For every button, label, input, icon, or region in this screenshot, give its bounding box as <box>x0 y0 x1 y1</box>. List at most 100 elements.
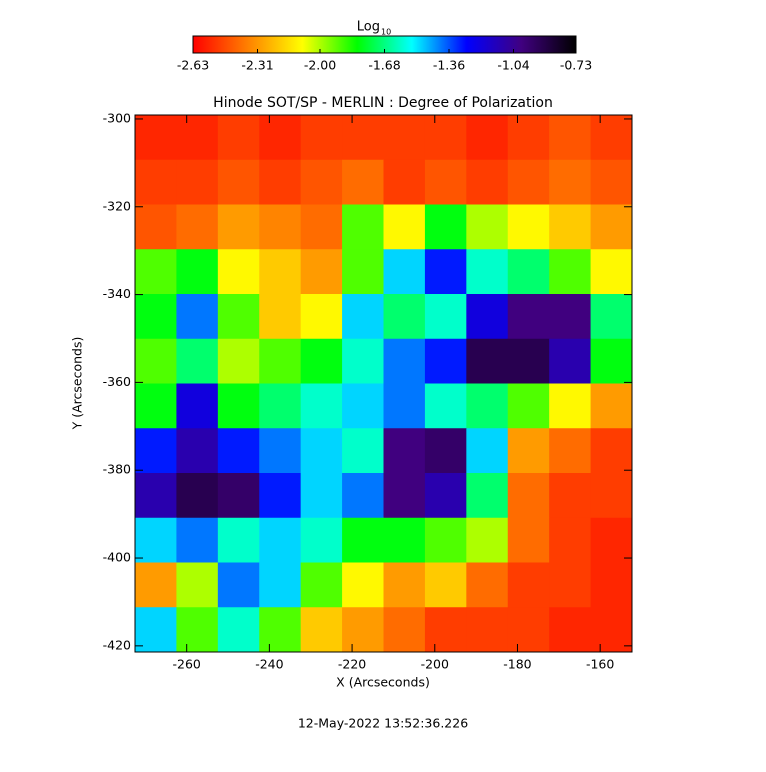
heatmap-cell <box>259 204 302 250</box>
heatmap-cell <box>549 383 592 429</box>
heatmap-cell <box>507 294 550 340</box>
heatmap-cell <box>383 294 426 340</box>
heatmap-cell <box>466 383 509 429</box>
colorbar-tick-label: -0.73 <box>560 58 592 73</box>
heatmap-cell <box>590 204 633 250</box>
heatmap-cell <box>466 294 509 340</box>
x-tick-label: -200 <box>421 657 449 672</box>
heatmap-cell <box>217 562 260 608</box>
heatmap-cell <box>507 562 550 608</box>
heatmap-cell <box>424 159 467 205</box>
heatmap-cell <box>590 115 633 161</box>
heatmap-cell <box>300 383 343 429</box>
heatmap-cell <box>507 115 550 161</box>
heatmap-cell <box>217 428 260 474</box>
heatmap-cell <box>424 517 467 563</box>
heatmap-cell <box>549 428 592 474</box>
heatmap-cell <box>217 517 260 563</box>
heatmap-cell <box>342 383 384 429</box>
heatmap-cell <box>383 204 426 250</box>
heatmap-cell <box>342 607 384 653</box>
heatmap-cell <box>300 204 343 250</box>
heatmap-cell <box>342 249 384 295</box>
heatmap-cell <box>259 473 302 519</box>
heatmap-cell <box>466 115 509 161</box>
heatmap-cell <box>176 115 219 161</box>
heatmap-cell <box>300 294 343 340</box>
heatmap-cell <box>466 473 509 519</box>
colorbar-tick-label: -1.68 <box>368 58 400 73</box>
chart-title: Hinode SOT/SP - MERLIN : Degree of Polar… <box>213 95 553 111</box>
heatmap-cell <box>549 517 592 563</box>
heatmap-cell <box>590 473 633 519</box>
heatmap-cell <box>259 249 302 295</box>
heatmap-cell <box>590 428 633 474</box>
heatmap-cell <box>135 204 177 250</box>
heatmap-cell <box>549 607 592 653</box>
heatmap-cell <box>549 294 592 340</box>
heatmap-cell <box>135 473 177 519</box>
heatmap-cell <box>383 159 426 205</box>
heatmap-cell <box>342 562 384 608</box>
heatmap-cell <box>383 428 426 474</box>
colorbar-tick-label: -2.31 <box>241 58 273 73</box>
heatmap-cell <box>217 159 260 205</box>
heatmap-cell <box>549 115 592 161</box>
heatmap-cell <box>217 294 260 340</box>
y-tick-label: -380 <box>103 462 131 477</box>
heatmap-cell <box>466 204 509 250</box>
heatmap-cell <box>259 115 302 161</box>
heatmap-cell <box>424 204 467 250</box>
heatmap-cell <box>217 115 260 161</box>
heatmap-cell <box>300 115 343 161</box>
heatmap-cell <box>424 562 467 608</box>
colorbar-label-sub: 10 <box>381 28 391 37</box>
y-tick-label: -420 <box>103 637 131 652</box>
heatmap-cell <box>424 607 467 653</box>
colorbar-label: Log <box>357 20 380 35</box>
heatmap-cell <box>466 428 509 474</box>
heatmap-cell <box>300 473 343 519</box>
heatmap-cell <box>383 517 426 563</box>
heatmap-cell <box>342 473 384 519</box>
heatmap-cell <box>424 115 467 161</box>
heatmap-cell <box>424 249 467 295</box>
heatmap-cell <box>176 473 219 519</box>
heatmap-cell <box>217 473 260 519</box>
heatmap-cell <box>135 249 177 295</box>
heatmap-cell <box>300 249 343 295</box>
heatmap-cell <box>217 607 260 653</box>
heatmap-cell <box>259 294 302 340</box>
heatmap-cell <box>549 249 592 295</box>
heatmap-cell <box>507 383 550 429</box>
heatmap-cell <box>466 338 509 384</box>
heatmap-cell <box>259 338 302 384</box>
heatmap-cell <box>424 428 467 474</box>
heatmap-cell <box>259 159 302 205</box>
colorbar-tick-label: -2.00 <box>304 58 336 73</box>
y-tick-label: -340 <box>103 286 131 301</box>
heatmap-cell <box>176 294 219 340</box>
heatmap-cell <box>259 607 302 653</box>
heatmap-cell <box>507 428 550 474</box>
y-tick-label: -300 <box>103 110 131 125</box>
heatmap-cell <box>176 383 219 429</box>
heatmap-cell <box>176 607 219 653</box>
heatmap-cell <box>176 249 219 295</box>
heatmap-cell <box>342 428 384 474</box>
heatmap-cell <box>342 115 384 161</box>
colorbar-tick-label: -1.04 <box>497 58 529 73</box>
heatmap-cell <box>135 428 177 474</box>
heatmap-cell <box>383 607 426 653</box>
heatmap-cell <box>135 607 177 653</box>
heatmap-cell <box>300 517 343 563</box>
heatmap-cell <box>590 562 633 608</box>
heatmap-cell <box>383 473 426 519</box>
heatmap-cell <box>176 159 219 205</box>
heatmap-cell <box>135 517 177 563</box>
heatmap-cell <box>424 383 467 429</box>
heatmap-cell <box>383 338 426 384</box>
heatmap-cell <box>507 249 550 295</box>
heatmap-cell <box>383 383 426 429</box>
heatmap-cell <box>259 517 302 563</box>
